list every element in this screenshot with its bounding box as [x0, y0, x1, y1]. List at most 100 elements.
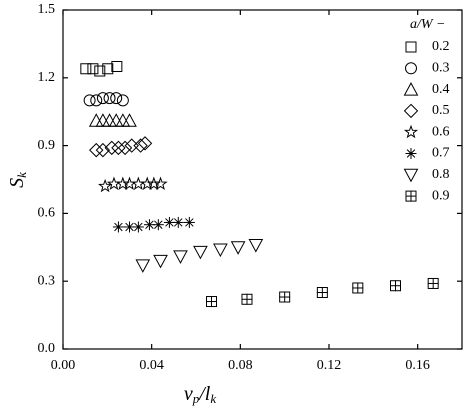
marker-part — [98, 178, 113, 193]
point — [94, 65, 106, 77]
legend-label: 0.6 — [432, 124, 450, 139]
marker-part — [403, 124, 419, 139]
x-label-part: /l — [198, 383, 211, 405]
point — [230, 241, 246, 255]
x-tick-label: 0.00 — [51, 358, 76, 373]
point — [117, 140, 133, 156]
point — [115, 113, 131, 127]
marker-part — [95, 113, 111, 127]
x-axis-label: vp/lk — [184, 383, 217, 406]
point — [248, 239, 264, 253]
marker-part — [102, 113, 117, 127]
point — [135, 259, 151, 273]
marker-part — [104, 140, 119, 156]
point — [111, 140, 126, 156]
point — [80, 63, 92, 75]
marker-part — [114, 222, 123, 232]
x-tick-label: 0.04 — [139, 358, 164, 373]
marker-part — [116, 94, 129, 107]
x-tick-label: 0.12 — [317, 358, 342, 373]
y-tick-label: 0.6 — [38, 206, 56, 221]
point — [116, 94, 129, 107]
point — [316, 287, 328, 298]
legend-marker — [405, 148, 417, 159]
point — [98, 178, 113, 193]
point — [132, 221, 144, 233]
x-tick-label: 0.08 — [228, 358, 253, 373]
y-tick-label: 0.9 — [38, 138, 56, 153]
marker-part — [125, 222, 134, 232]
legend-marker — [405, 41, 417, 53]
point — [108, 113, 124, 127]
legend-label: 0.2 — [432, 39, 450, 54]
legend-marker — [403, 168, 419, 183]
point — [87, 63, 99, 75]
marker-part — [122, 113, 137, 127]
point — [111, 61, 123, 72]
point — [279, 291, 291, 303]
point — [172, 216, 184, 228]
marker-part — [193, 245, 208, 260]
point — [89, 142, 104, 158]
marker-part — [405, 41, 417, 53]
marker-part — [96, 92, 109, 105]
marker-part — [108, 113, 124, 127]
marker-part — [153, 254, 168, 269]
marker-part — [95, 142, 111, 158]
y-tick-label: 0.3 — [38, 273, 56, 288]
point — [90, 94, 103, 107]
marker-part — [137, 136, 153, 151]
point — [88, 113, 104, 127]
point — [213, 243, 228, 258]
point — [153, 254, 168, 269]
point — [427, 277, 439, 289]
marker-part — [111, 140, 126, 156]
point — [103, 92, 116, 105]
point — [95, 113, 111, 127]
y-label-part: k — [14, 172, 29, 178]
point — [112, 221, 124, 233]
point — [124, 138, 139, 153]
legend-marker — [403, 103, 419, 119]
marker-part — [403, 82, 419, 96]
point — [104, 140, 119, 156]
point — [137, 136, 153, 151]
point — [95, 142, 111, 158]
legend-marker — [405, 190, 417, 202]
marker-part — [133, 138, 148, 153]
marker-part — [88, 113, 104, 127]
legend-label: 0.8 — [432, 167, 450, 182]
marker-part — [89, 142, 104, 158]
legend-marker — [405, 62, 417, 75]
point — [183, 216, 195, 228]
marker-part — [403, 168, 419, 183]
marker-part — [173, 250, 188, 264]
y-axis-label: Sk — [6, 172, 29, 188]
marker-part — [185, 218, 194, 227]
marker-part — [87, 63, 99, 75]
point — [193, 245, 208, 260]
point — [206, 296, 218, 308]
marker-part — [94, 65, 106, 77]
legend-label: 0.4 — [432, 82, 450, 97]
marker-part — [153, 176, 168, 191]
marker-part — [403, 103, 419, 119]
marker-part — [213, 243, 228, 258]
marker-part — [134, 222, 143, 232]
point — [102, 113, 117, 127]
y-tick-label: 0.0 — [38, 341, 56, 356]
x-tick-label: 0.16 — [405, 358, 430, 373]
marker-part — [135, 259, 151, 273]
y-tick-label: 1.5 — [38, 2, 56, 17]
point — [122, 113, 137, 127]
marker-part — [80, 63, 92, 75]
y-tick-label: 1.2 — [38, 70, 56, 85]
point — [143, 219, 155, 231]
marker-part — [110, 92, 123, 105]
marker-part — [117, 140, 133, 156]
legend-title: a/W − — [410, 17, 446, 32]
point — [83, 94, 96, 107]
point — [152, 219, 164, 231]
x-label-part: p — [192, 391, 200, 406]
marker-part — [103, 92, 116, 105]
